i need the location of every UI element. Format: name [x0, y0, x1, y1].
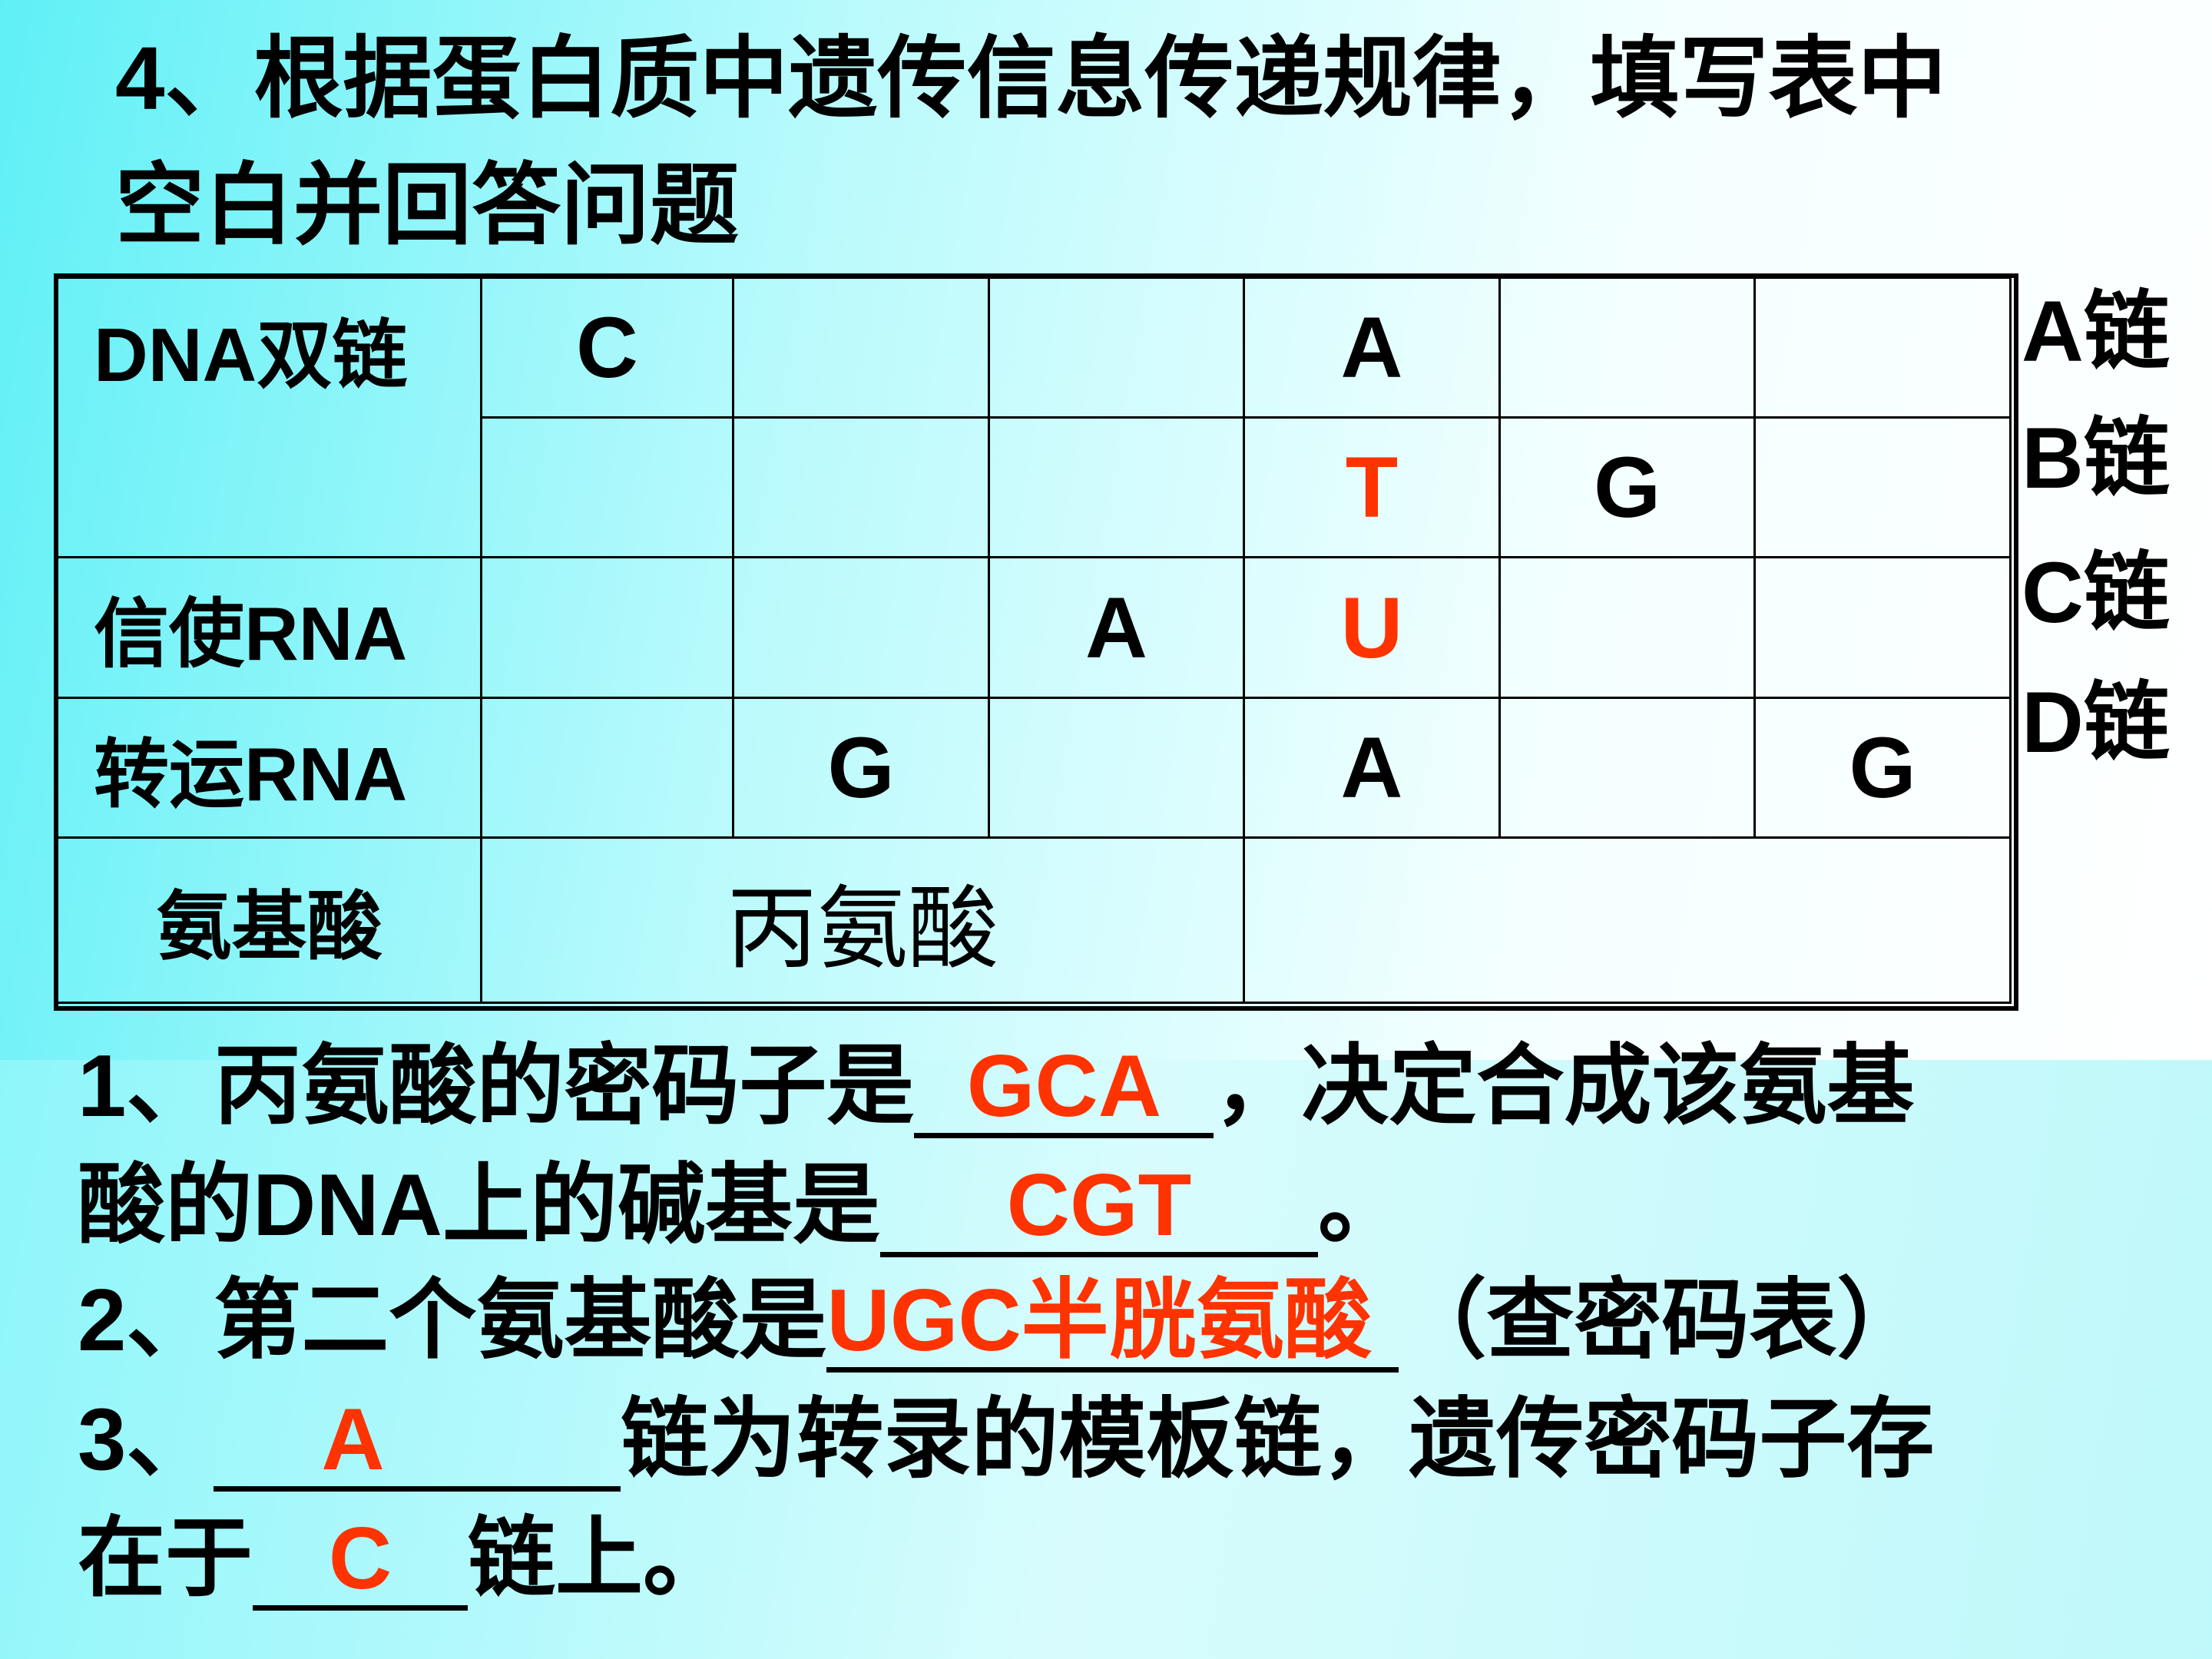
page-title: 4、根据蛋白质中遗传信息传递规律，填写表中 空白并回答问题 — [115, 15, 2189, 269]
question-text: 。 — [1317, 1157, 1406, 1254]
genetic-info-table: DNA双链 C A T G 信使RNA A U 转运RNA G A G 氨基酸 … — [56, 276, 2012, 1004]
cell: A — [1243, 276, 1501, 419]
cell: C — [480, 276, 734, 419]
table-row-mrna: 信使RNA A U — [56, 556, 2012, 699]
answer-blank-codon: GCA — [914, 1041, 1214, 1138]
side-label-b: B链 — [2022, 410, 2170, 506]
cell: G — [732, 697, 990, 839]
answer-text: A — [321, 1391, 385, 1488]
table-row-dna-b: T G — [58, 416, 2012, 558]
table-row-dna-a: DNA双链 C A — [56, 276, 2012, 558]
cell — [1498, 556, 1756, 699]
question-text: 1、丙氨酸的密码子是 — [78, 1038, 915, 1135]
answer-blank-second-amino-acid: UGC半胱氨酸 — [826, 1275, 1399, 1373]
row-header-amino-acid: 氨基酸 — [56, 836, 482, 1004]
question-3-line-2: 在于 C 链上。 — [78, 1502, 730, 1617]
question-text: 链为转录的模板链，遗传密码子存 — [621, 1391, 1935, 1488]
answer-blank-dna-bases: CGT — [879, 1160, 1318, 1257]
row-header-dna: DNA双链 — [56, 276, 482, 558]
question-1-line-2: 酸的DNA上的碱基是 CGT。 — [78, 1148, 1406, 1263]
question-text: ，决定合成该氨基 — [1214, 1038, 1915, 1135]
cell-amino-acid-1: 丙氨酸 — [480, 836, 1245, 1004]
answer-blank-template-strand: A — [214, 1394, 621, 1492]
row-header-trna: 转运RNA — [56, 697, 482, 839]
question-text: 酸的DNA上的碱基是 — [78, 1157, 880, 1254]
table-row-amino-acid: 氨基酸 丙氨酸 — [56, 836, 2012, 1004]
cell — [1498, 276, 1756, 419]
cell — [1753, 556, 2012, 699]
cell — [988, 416, 1245, 558]
cell — [1753, 416, 2012, 558]
side-label-d: D链 — [2022, 674, 2170, 770]
cell — [1498, 697, 1756, 839]
cell: U — [1243, 556, 1501, 699]
cell: G — [1498, 416, 1756, 558]
title-line-2: 空白并回答问题 — [115, 155, 739, 255]
cell: A — [988, 556, 1245, 699]
question-text: （查密码表） — [1399, 1272, 1925, 1369]
question-1-line-1: 1、丙氨酸的密码子是 GCA ，决定合成该氨基 — [78, 1029, 1914, 1144]
cell — [988, 276, 1245, 419]
cell — [480, 416, 734, 558]
question-text: 3、 — [78, 1391, 214, 1488]
table-row-trna: 转运RNA G A G — [56, 697, 2012, 839]
side-label-c: C链 — [2022, 545, 2170, 641]
question-text: 2、第二个氨基酸是 — [78, 1272, 827, 1369]
row-header-mrna: 信使RNA — [56, 556, 482, 699]
question-2: 2、第二个氨基酸是UGC半胱氨酸 （查密码表） — [78, 1263, 1924, 1379]
question-3-line-1: 3、 A 链为转录的模板链，遗传密码子存 — [78, 1382, 1934, 1498]
cell — [1753, 276, 2012, 419]
question-text: 在于 — [78, 1510, 253, 1608]
cell — [988, 697, 1245, 839]
title-line-1: 4、根据蛋白质中遗传信息传递规律，填写表中 — [115, 28, 1947, 128]
cell: G — [1753, 697, 2012, 839]
background-bottom — [0, 1060, 2212, 1659]
cell — [480, 556, 734, 699]
cell — [732, 556, 990, 699]
question-text: 链上。 — [468, 1510, 731, 1608]
cell — [732, 416, 990, 558]
side-label-a: A链 — [2022, 283, 2170, 379]
answer-blank-codon-strand: C — [253, 1513, 469, 1611]
cell — [732, 276, 990, 419]
cell-amino-acid-2 — [1243, 836, 2012, 1004]
cell: T — [1243, 416, 1501, 558]
cell: A — [1243, 697, 1501, 839]
cell — [480, 697, 734, 839]
